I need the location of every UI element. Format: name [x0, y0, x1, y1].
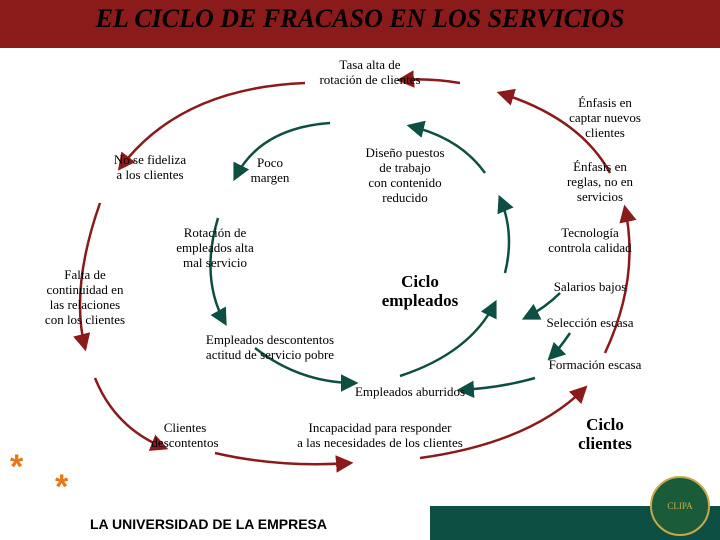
lbl-falta: Falta decontinuidad enlas relacionescon …: [30, 268, 140, 328]
lbl-enfasis-captar: Énfasis encaptar nuevosclientes: [545, 96, 665, 141]
cycle-clientes: Cicloclientes: [560, 416, 650, 453]
lbl-aburridos: Empleados aburridos: [330, 385, 490, 400]
lbl-poco: Pocomargen: [235, 156, 305, 186]
cycle-empleados: Cicloempleados: [370, 273, 470, 310]
page-title: EL CICLO DE FRACASO EN LOS SERVICIOS: [0, 4, 720, 34]
lbl-no-fideliza: No se fidelizaa los clientes: [95, 153, 205, 183]
lbl-tecnologia: Tecnologíacontrola calidad: [530, 226, 650, 256]
lbl-enfasis-reglas: Énfasis enreglas, no enservicios: [545, 160, 655, 205]
asterisk-icon: *: [10, 448, 23, 487]
lbl-tasa: Tasa alta derotación de clientes: [290, 58, 450, 88]
lbl-empleados-desc: Empleados descontentosactitud de servici…: [175, 333, 365, 363]
lbl-diseno: Diseño puestosde trabajocon contenidored…: [345, 146, 465, 206]
lbl-salarios: Salarios bajos: [530, 280, 650, 295]
diagram-area: Tasa alta derotación de clientes Énfasis…: [0, 48, 720, 488]
lbl-seleccion: Selección escasa: [520, 316, 660, 331]
footer-text: LA UNIVERSIDAD DE LA EMPRESA: [90, 516, 327, 532]
lbl-clientes-desc: Clientesdescontentos: [130, 421, 240, 451]
logo-badge: CLIPA: [650, 476, 710, 536]
asterisk-icon: *: [55, 468, 68, 507]
lbl-incapacidad: Incapacidad para respondera las necesida…: [260, 421, 500, 451]
lbl-formacion: Formación escasa: [525, 358, 665, 373]
lbl-rotacion: Rotación deempleados altamal servicio: [155, 226, 275, 271]
